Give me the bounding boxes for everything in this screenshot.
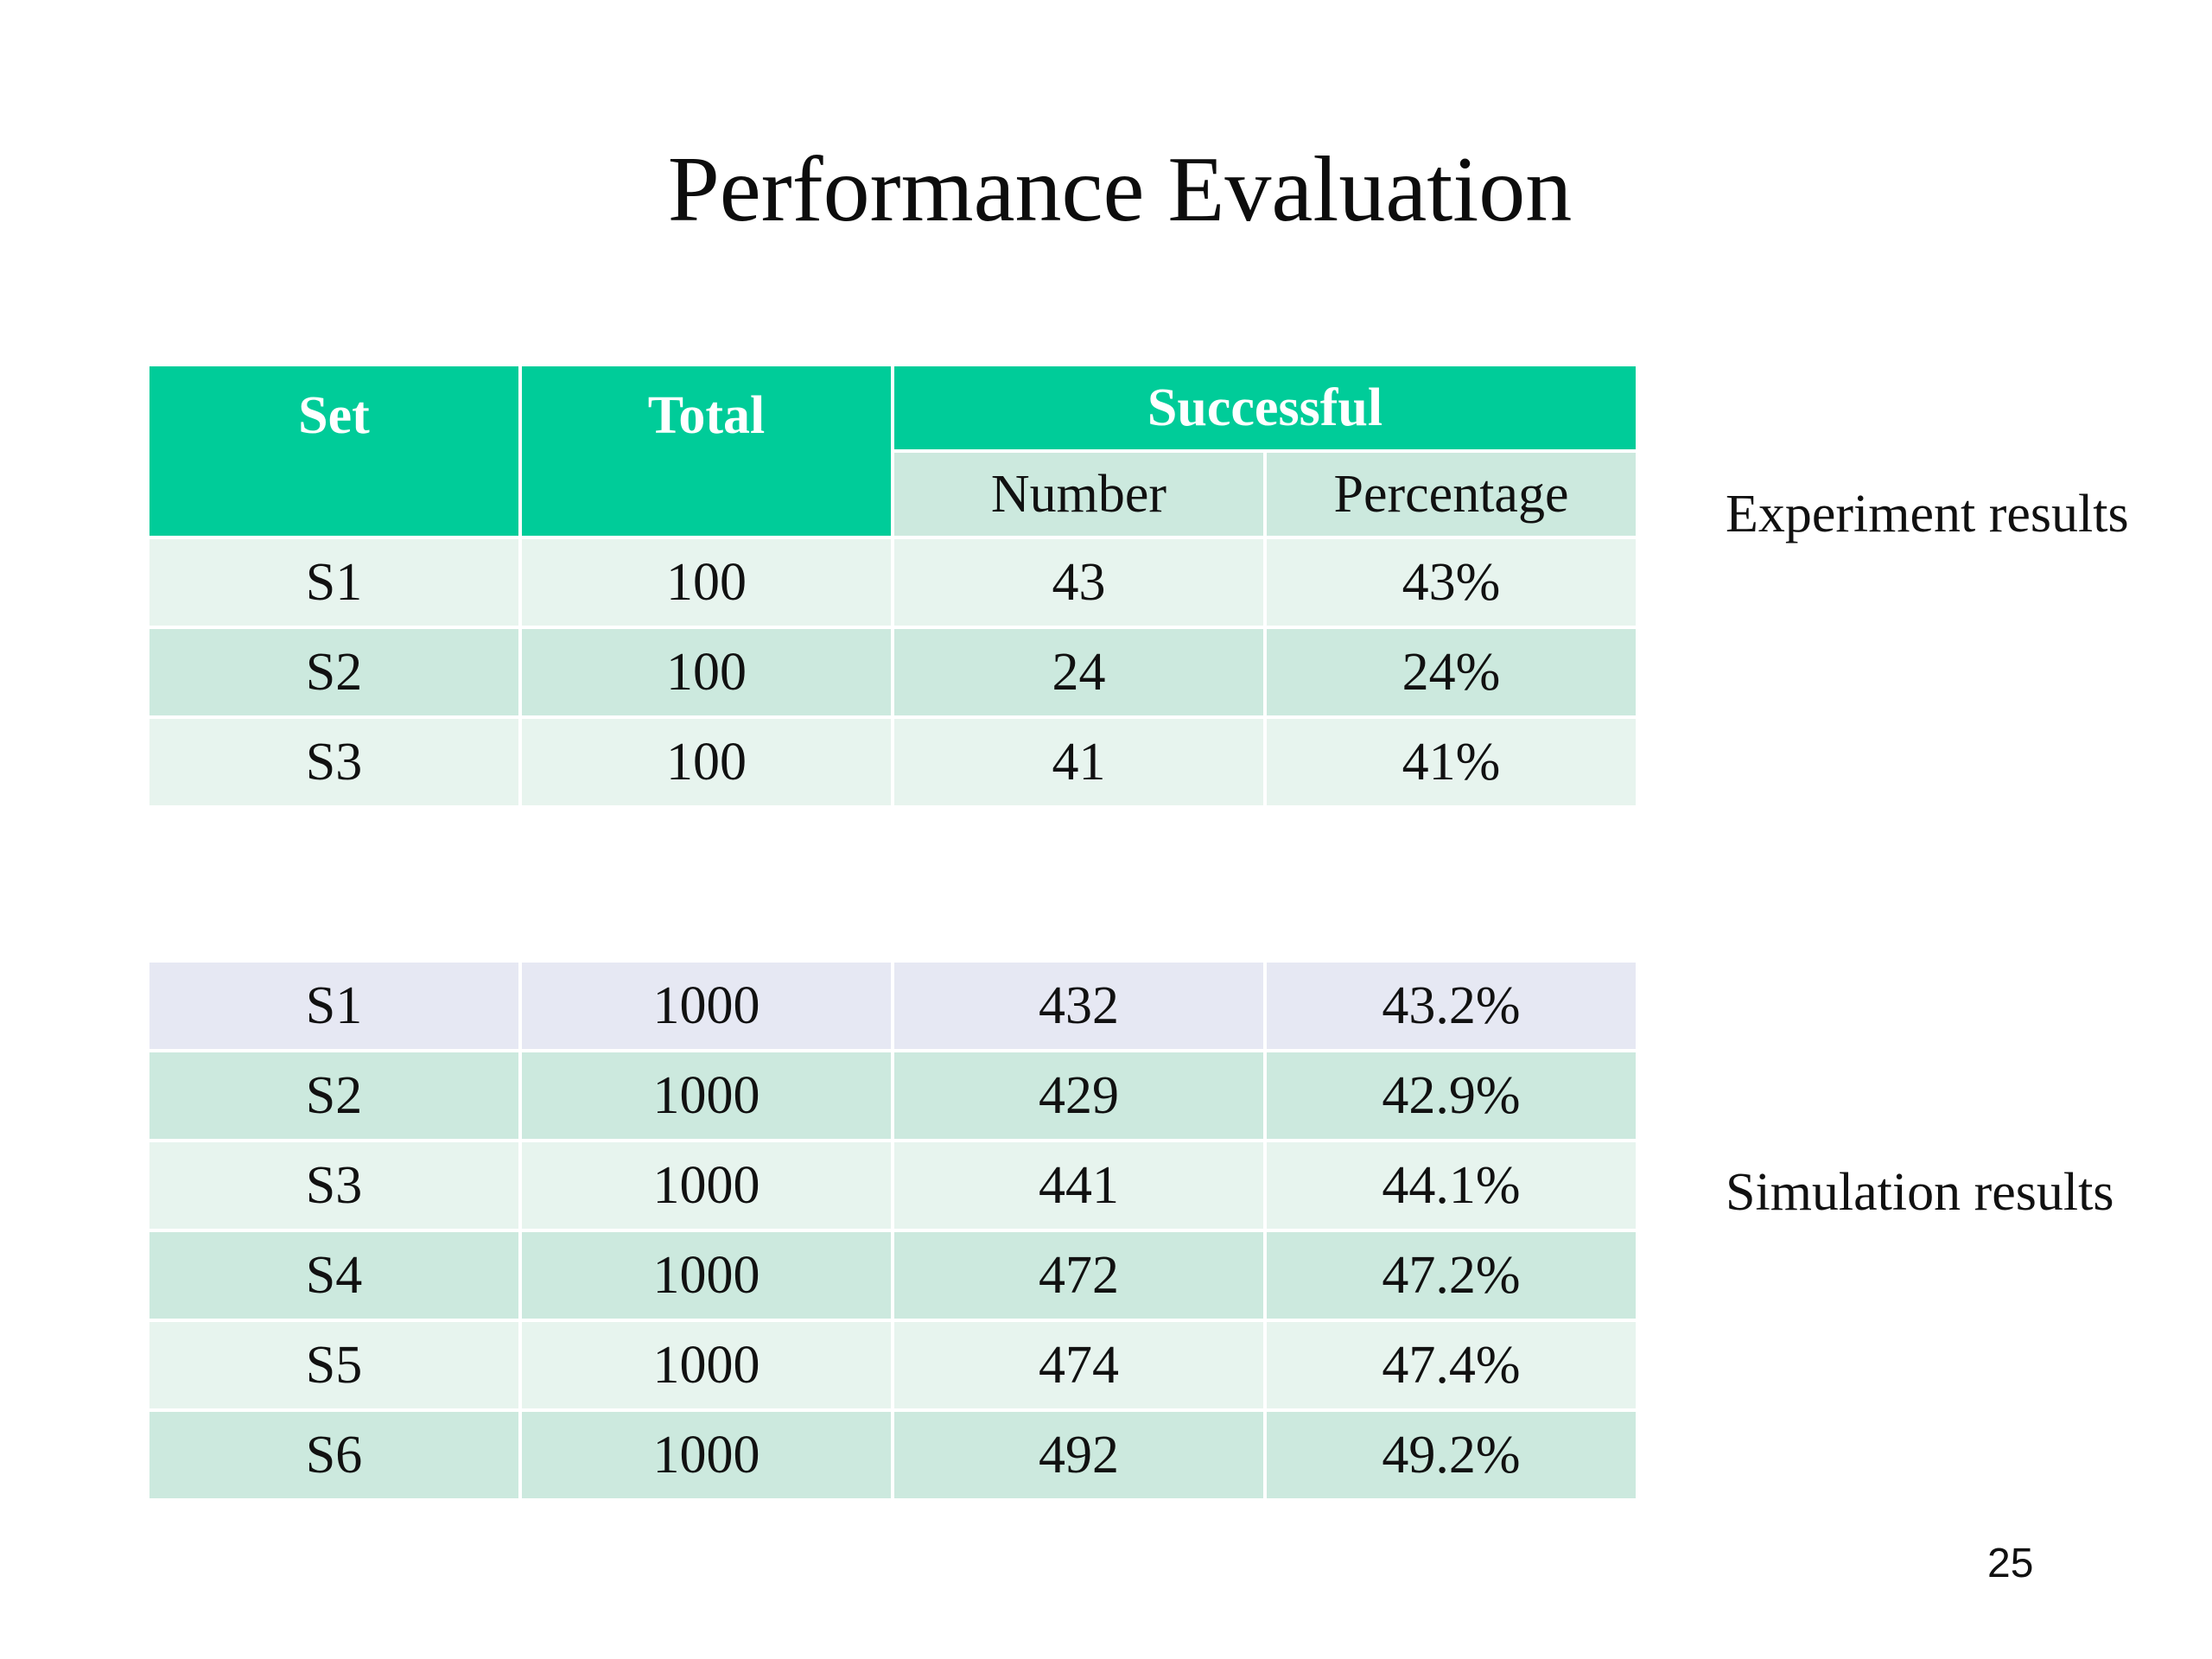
cell-total: 1000 <box>652 1335 760 1395</box>
cell-total: 100 <box>666 642 747 702</box>
cell-number: 429 <box>1039 1065 1119 1125</box>
table-row: S6 1000 492 49.2% <box>149 1412 1636 1498</box>
cell-total: 100 <box>666 732 747 791</box>
cell-set: S2 <box>305 642 363 702</box>
experiment-results-table: Set Total Successful Number Percentage S… <box>146 363 1639 809</box>
cell-number: 441 <box>1039 1155 1119 1215</box>
cell-number: 43 <box>1052 552 1106 612</box>
header-total: Total <box>522 366 891 536</box>
table-row: S5 1000 474 47.4% <box>149 1322 1636 1408</box>
cell-number: 472 <box>1039 1245 1119 1305</box>
table-row: S3 1000 441 44.1% <box>149 1142 1636 1229</box>
header-percentage: Percentage <box>1267 453 1636 536</box>
cell-set: S6 <box>305 1425 363 1484</box>
cell-total: 1000 <box>652 1155 760 1215</box>
header-successful: Successful <box>894 366 1636 449</box>
table-header-row: Set Total Successful <box>149 366 1636 536</box>
cell-percentage: 43.2% <box>1382 976 1521 1035</box>
cell-total: 1000 <box>652 976 760 1035</box>
table-row: S4 1000 472 47.2% <box>149 1232 1636 1319</box>
cell-number: 474 <box>1039 1335 1119 1395</box>
cell-set: S4 <box>305 1245 363 1305</box>
cell-number: 432 <box>1039 976 1119 1035</box>
cell-number: 492 <box>1039 1425 1119 1484</box>
cell-set: S1 <box>305 552 363 612</box>
cell-percentage: 47.4% <box>1382 1335 1521 1395</box>
cell-set: S1 <box>305 976 363 1035</box>
cell-total: 1000 <box>652 1245 760 1305</box>
cell-set: S3 <box>305 1155 363 1215</box>
header-number: Number <box>894 453 1263 536</box>
table-row: S3 100 41 41% <box>149 719 1636 805</box>
table-row: S2 100 24 24% <box>149 629 1636 715</box>
table-row: S2 1000 429 42.9% <box>149 1052 1636 1139</box>
cell-number: 41 <box>1052 732 1106 791</box>
cell-percentage: 47.2% <box>1382 1245 1521 1305</box>
table-subheader-row: Number Percentage <box>149 453 1636 536</box>
header-set: Set <box>149 366 518 536</box>
cell-percentage: 24% <box>1402 642 1501 702</box>
page-number: 25 <box>1987 1541 2034 1586</box>
cell-percentage: 42.9% <box>1382 1065 1521 1125</box>
table-row: S1 100 43 43% <box>149 539 1636 626</box>
cell-number: 24 <box>1052 642 1106 702</box>
table-row: S1 1000 432 43.2% <box>149 963 1636 1049</box>
simulation-results-label: Simulation results <box>1726 1163 2114 1222</box>
cell-total: 100 <box>666 552 747 612</box>
slide-title: Performance Evaluation <box>667 138 1573 241</box>
cell-percentage: 49.2% <box>1382 1425 1521 1484</box>
simulation-results-table: S1 1000 432 43.2% S2 1000 429 42.9% S3 1… <box>146 959 1639 1502</box>
cell-percentage: 41% <box>1402 732 1501 791</box>
cell-percentage: 43% <box>1402 552 1501 612</box>
cell-set: S3 <box>305 732 363 791</box>
experiment-results-label: Experiment results <box>1726 485 2129 543</box>
cell-percentage: 44.1% <box>1382 1155 1521 1215</box>
cell-set: S5 <box>305 1335 363 1395</box>
cell-total: 1000 <box>652 1065 760 1125</box>
cell-set: S2 <box>305 1065 363 1125</box>
cell-total: 1000 <box>652 1425 760 1484</box>
